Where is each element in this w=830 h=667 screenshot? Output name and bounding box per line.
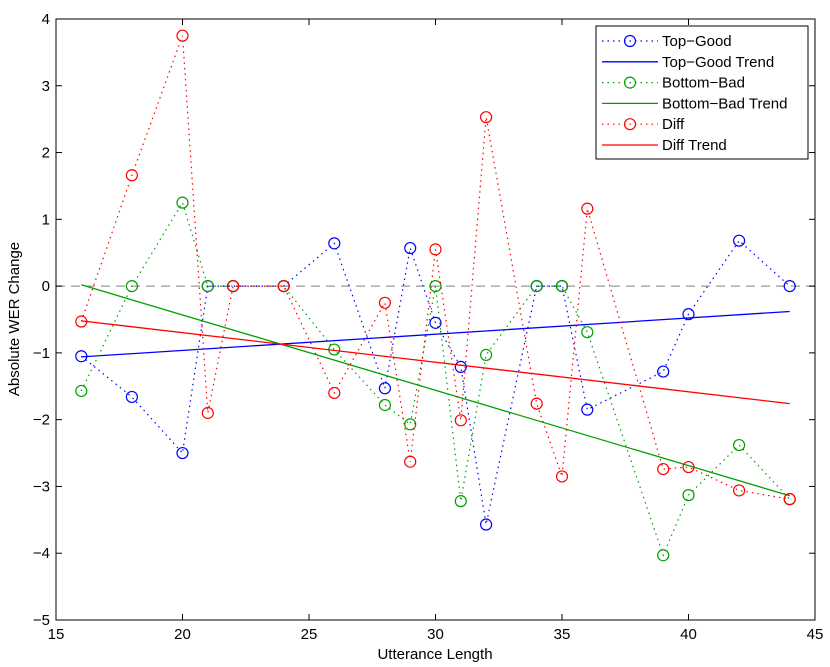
top-good-marker <box>429 316 442 329</box>
diff-marker <box>429 243 442 256</box>
top-good-trend-line <box>81 310 790 358</box>
legend-entry-top-good: Top−Good <box>602 33 732 50</box>
bottom-bad-marker <box>480 348 493 361</box>
diff-marker <box>657 462 670 476</box>
series-diff <box>75 29 796 506</box>
diff-marker <box>277 280 290 293</box>
top-good-marker <box>657 365 670 378</box>
bottom-bad-marker <box>429 280 442 293</box>
diff-marker <box>732 484 746 497</box>
top-good-marker <box>328 237 341 250</box>
y-tick-label: −5 <box>33 612 50 629</box>
top-good-marker <box>404 241 417 255</box>
bottom-bad-marker <box>125 280 138 293</box>
diff-marker <box>454 414 467 427</box>
legend-marker <box>623 118 637 131</box>
bottom-bad-marker <box>176 196 189 209</box>
x-tick-label: 15 <box>48 626 65 643</box>
diff-marker <box>581 202 594 215</box>
top-good-marker <box>581 403 594 416</box>
series-top-good-trend <box>81 310 790 358</box>
x-tick-label: 35 <box>554 626 571 643</box>
top-good-line <box>80 239 791 525</box>
legend-entry-bottom-bad: Bottom−Bad <box>602 75 745 92</box>
diff-marker <box>404 455 417 468</box>
diff-line <box>80 35 790 500</box>
legend-label: Bottom−Bad <box>662 75 745 92</box>
bottom-bad-marker <box>732 438 746 452</box>
y-tick-label: −3 <box>33 478 50 495</box>
diff-marker <box>201 406 214 420</box>
legend-label: Diff Trend <box>662 137 727 154</box>
legend-entry-top-good-trend: Top−Good Trend <box>602 54 774 71</box>
series-diff-trend <box>81 320 790 405</box>
top-good-marker <box>176 446 189 460</box>
legend-entry-diff-trend: Diff Trend <box>602 137 727 154</box>
diff-marker <box>682 460 695 474</box>
legend-marker <box>623 34 637 48</box>
x-tick-label: 20 <box>174 626 191 643</box>
diff-marker <box>125 169 138 182</box>
x-axis-label: Utterance Length <box>377 646 492 663</box>
y-tick-label: −2 <box>33 412 50 429</box>
y-tick-label: 1 <box>42 211 50 228</box>
legend-label: Top−Good Trend <box>662 54 774 71</box>
top-good-marker <box>480 518 493 531</box>
diff-marker <box>176 29 189 42</box>
y-tick-label: 2 <box>42 145 50 162</box>
y-tick-label: −4 <box>33 545 50 562</box>
x-tick-label: 30 <box>427 626 444 643</box>
bottom-bad-trend-line <box>81 284 790 497</box>
diff-marker <box>480 111 493 124</box>
diff-marker <box>227 280 240 293</box>
legend-label: Top−Good <box>662 33 732 50</box>
series-bottom-bad-trend <box>81 284 790 497</box>
top-good-marker <box>125 390 138 404</box>
x-tick-label: 25 <box>301 626 318 643</box>
legend-label: Bottom−Bad Trend <box>662 95 788 112</box>
bottom-bad-line <box>80 201 791 557</box>
legend-label: Diff <box>662 116 685 133</box>
y-tick-label: 4 <box>42 11 50 28</box>
top-good-marker <box>454 360 467 374</box>
bottom-bad-marker <box>682 489 695 502</box>
legend-box <box>595 25 809 160</box>
bottom-bad-marker <box>657 549 670 562</box>
diff-trend-line <box>81 320 790 405</box>
bottom-bad-marker <box>555 280 569 293</box>
y-axis-label: Absolute WER Change <box>6 242 23 396</box>
top-good-marker <box>783 280 796 293</box>
x-tick-label: 45 <box>807 626 824 643</box>
legend-marker <box>623 76 637 89</box>
diff-marker <box>555 470 569 483</box>
diff-marker <box>328 386 341 400</box>
top-good-marker <box>682 308 695 321</box>
bottom-bad-marker <box>75 384 88 398</box>
y-tick-label: −1 <box>33 345 50 362</box>
top-good-marker <box>732 234 746 247</box>
diff-marker <box>378 296 391 309</box>
legend-entry-bottom-bad-trend: Bottom−Bad Trend <box>602 95 788 112</box>
bottom-bad-marker <box>378 398 391 412</box>
diff-marker <box>530 397 543 410</box>
bottom-bad-marker <box>404 418 417 431</box>
x-tick-label: 40 <box>680 626 697 643</box>
legend: Top−Good Top−Good Trend Bottom−Bad Bottom−B… <box>595 25 809 160</box>
top-good-marker <box>378 382 391 395</box>
diff-marker <box>783 493 796 506</box>
bottom-bad-marker <box>581 326 594 339</box>
legend-entry-diff: Diff <box>602 116 685 133</box>
y-tick-label: 3 <box>42 78 50 95</box>
y-tick-label: 0 <box>42 278 50 295</box>
bottom-bad-marker <box>454 495 467 508</box>
bottom-bad-marker <box>530 280 543 293</box>
bottom-bad-marker <box>201 280 214 293</box>
